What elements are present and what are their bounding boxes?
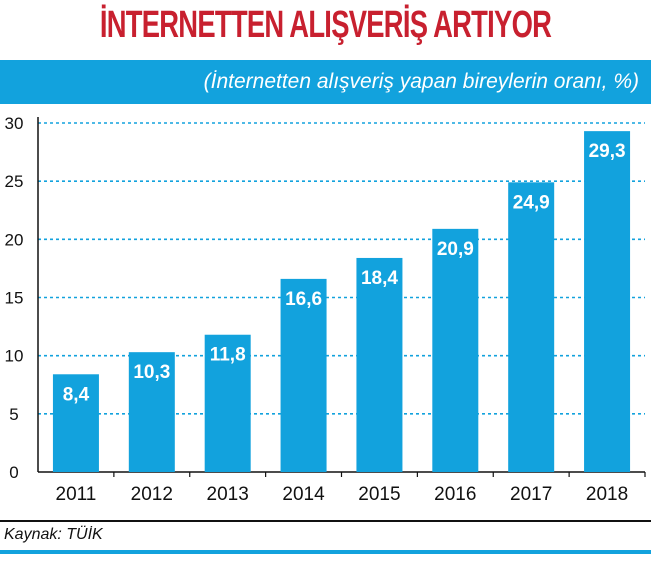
bar-value-label: 8,4 bbox=[63, 384, 90, 405]
bar bbox=[280, 278, 327, 472]
subtitle-bar: (İnternetten alışveriş yapan bireylerin … bbox=[0, 60, 651, 104]
bar-value-label: 20,9 bbox=[437, 239, 474, 260]
y-tick-label: 10 bbox=[5, 347, 24, 366]
y-tick-label: 20 bbox=[5, 230, 24, 249]
x-tick-label: 2014 bbox=[282, 484, 325, 505]
x-tick-label: 2018 bbox=[586, 484, 628, 505]
bar-value-label: 16,6 bbox=[285, 289, 322, 310]
x-tick-label: 2017 bbox=[510, 484, 552, 505]
bar bbox=[204, 334, 251, 472]
x-tick-label: 2015 bbox=[358, 484, 400, 505]
bar bbox=[508, 182, 555, 472]
y-tick-label: 15 bbox=[5, 289, 24, 308]
x-tick-label: 2016 bbox=[434, 484, 476, 505]
bar-value-label: 24,9 bbox=[513, 192, 550, 213]
bottom-rule bbox=[0, 550, 651, 554]
bar-value-label: 10,3 bbox=[133, 362, 170, 383]
bar-value-label: 18,4 bbox=[361, 268, 398, 289]
chart-title: İNTERNETTEN ALIŞVERİŞ ARTIYOR bbox=[99, 4, 552, 46]
y-tick-label: 0 bbox=[9, 463, 18, 482]
source-divider bbox=[0, 520, 651, 522]
source-note: Kaynak: TÜİK bbox=[4, 526, 103, 543]
bar-chart: 0 5 10 15 20 25 30 8,4 2011 10,3 2012 11,8 2013 16,6 2… bbox=[5, 114, 646, 505]
y-tick-label: 25 bbox=[5, 172, 24, 191]
bar bbox=[52, 374, 99, 472]
bar bbox=[432, 228, 479, 472]
y-tick-label: 5 bbox=[9, 405, 18, 424]
chart-subtitle: (İnternetten alışveriş yapan bireylerin … bbox=[203, 70, 639, 93]
bar bbox=[584, 131, 631, 473]
x-tick-label: 2012 bbox=[131, 484, 173, 505]
x-tick-label: 2013 bbox=[207, 484, 249, 505]
bar-value-label: 11,8 bbox=[210, 345, 246, 366]
y-tick-label: 30 bbox=[5, 114, 24, 133]
bar bbox=[356, 257, 403, 472]
bar bbox=[128, 352, 175, 472]
bar-value-label: 29,3 bbox=[589, 141, 626, 162]
x-tick-label: 2011 bbox=[56, 484, 97, 505]
